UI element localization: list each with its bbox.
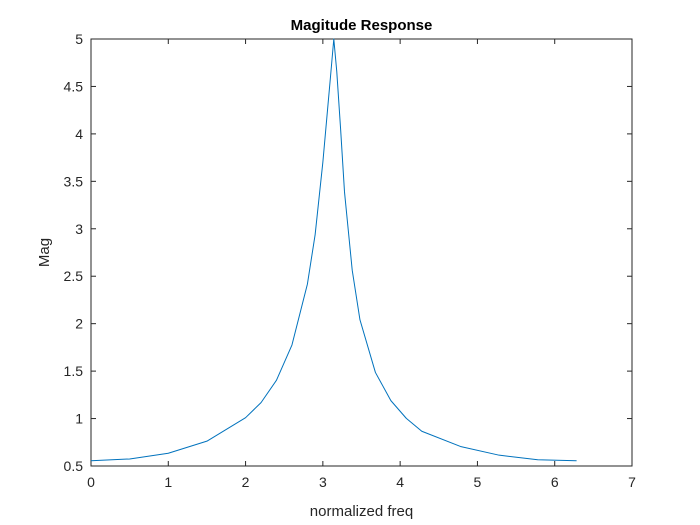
series-layer <box>90 38 577 462</box>
x-tick-label: 6 <box>551 474 559 490</box>
x-tick-label: 2 <box>242 474 250 490</box>
y-tick-label: 5 <box>75 31 83 47</box>
x-tick-label: 1 <box>164 474 172 490</box>
chart-title: Magitude Response <box>291 17 433 34</box>
y-tick-label: 2 <box>75 316 83 332</box>
x-tick-label: 7 <box>628 474 636 490</box>
x-axis-label: normalized freq <box>310 503 413 520</box>
y-tick-label: 4.5 <box>64 78 84 94</box>
y-tick-label: 3.5 <box>64 173 84 189</box>
x-tick-label: 5 <box>474 474 482 490</box>
x-tick-label: 4 <box>396 474 404 490</box>
y-tick-label: 2.5 <box>64 268 84 284</box>
y-tick-label: 1 <box>75 411 83 427</box>
series-line <box>90 38 577 462</box>
axes-box <box>90 38 633 467</box>
y-tick-label: 4 <box>75 126 83 142</box>
plot-area <box>91 39 632 466</box>
y-axis-label: Mag <box>36 238 53 267</box>
x-tick-label: 3 <box>319 474 327 490</box>
x-tick-label: 0 <box>87 474 95 490</box>
y-tick-label: 1.5 <box>64 363 84 379</box>
y-tick-label: 0.5 <box>64 458 84 474</box>
y-tick-label: 3 <box>75 221 83 237</box>
axes: 0 1 2 3 4 5 6 7 0.5 1 1.5 2 2.5 3 3.5 4 4.5 5 <box>64 31 637 490</box>
